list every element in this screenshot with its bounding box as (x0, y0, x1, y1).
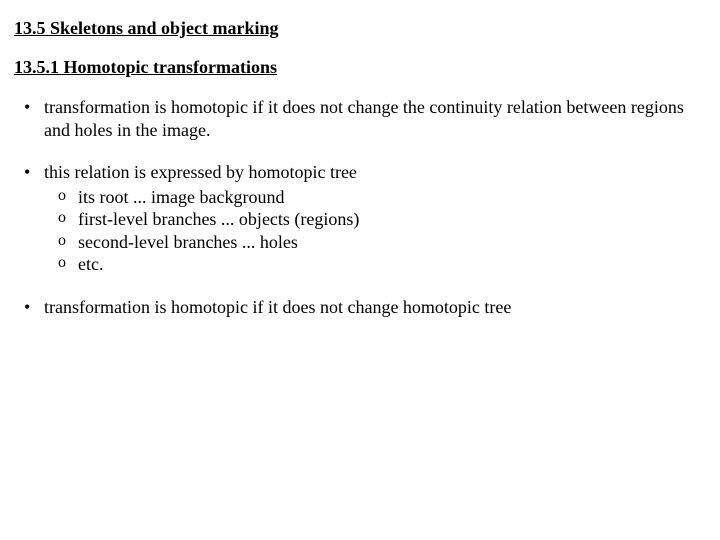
sub-list-item: second-level branches ... holes (44, 231, 700, 254)
sub-list-item-text: etc. (78, 254, 103, 274)
sub-list-item: first-level branches ... objects (region… (44, 208, 700, 231)
list-item: this relation is expressed by homotopic … (14, 161, 700, 276)
list-item-text: transformation is homotopic if it does n… (44, 97, 684, 140)
sub-bullet-list: its root ... image background first-leve… (44, 186, 700, 276)
sub-list-item: etc. (44, 253, 700, 276)
sub-list-item-text: second-level branches ... holes (78, 232, 298, 252)
sub-list-item-text: first-level branches ... objects (region… (78, 209, 359, 229)
subsection-heading: 13.5.1 Homotopic transformations (14, 57, 700, 78)
list-item-text: transformation is homotopic if it does n… (44, 297, 511, 317)
sub-list-item-text: its root ... image background (78, 187, 284, 207)
list-item-text: this relation is expressed by homotopic … (44, 162, 357, 182)
bullet-list: transformation is homotopic if it does n… (14, 96, 700, 318)
list-item: transformation is homotopic if it does n… (14, 96, 700, 141)
document-page: 13.5 Skeletons and object marking 13.5.1… (0, 0, 720, 358)
section-heading: 13.5 Skeletons and object marking (14, 18, 700, 39)
list-item: transformation is homotopic if it does n… (14, 296, 700, 319)
sub-list-item: its root ... image background (44, 186, 700, 209)
